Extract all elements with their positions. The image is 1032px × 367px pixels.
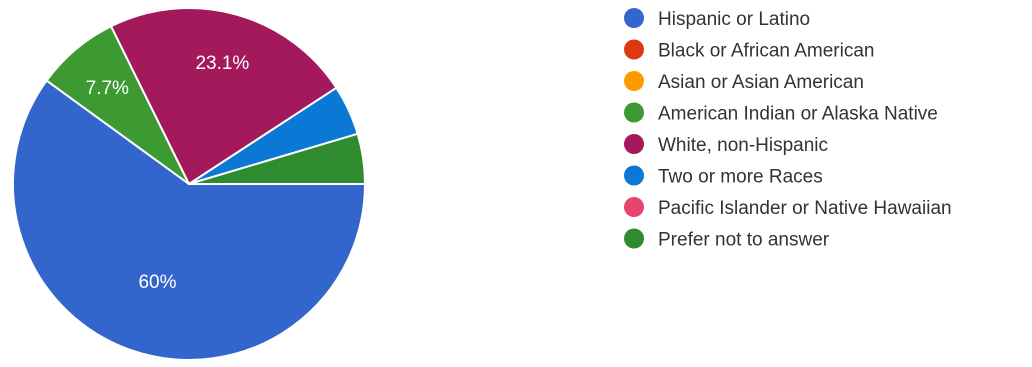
- legend-item: White, non-Hispanic: [624, 134, 828, 156]
- legend-swatch: [624, 165, 644, 186]
- pie-slice-hispanic-or-latino: [12, 79, 367, 361]
- pie-slice-prefer-not-to-answer: [188, 132, 367, 185]
- legend-swatch: [624, 39, 644, 60]
- legend-item: Hispanic or Latino: [624, 8, 810, 30]
- slice-value-label: 23.1%: [195, 53, 249, 74]
- legend-swatch: [624, 228, 644, 249]
- pie-slices: [12, 7, 367, 361]
- legend-item: Asian or Asian American: [624, 71, 864, 93]
- legend-item: Prefer not to answer: [624, 228, 830, 251]
- legend-item: Black or African American: [624, 39, 874, 62]
- legend-label: Black or African American: [658, 41, 874, 62]
- legend-label: Pacific Islander or Native Hawaiian: [658, 198, 952, 219]
- legend-item: American Indian or Alaska Native: [624, 102, 938, 125]
- legend-swatch: [624, 102, 644, 123]
- pie-slice-labels: 60% 7.7% 23.1%: [86, 53, 250, 293]
- pie-slice-white-non-hispanic: [109, 7, 338, 186]
- legend-swatch: [624, 8, 644, 28]
- legend-swatch: [624, 134, 644, 154]
- legend-item: Pacific Islander or Native Hawaiian: [624, 197, 952, 219]
- slice-value-label: 7.7%: [86, 78, 129, 99]
- legend-swatch: [624, 197, 644, 217]
- legend-item: Two or more Races: [624, 165, 823, 188]
- legend-label: Hispanic or Latino: [658, 9, 810, 30]
- legend-label: White, non-Hispanic: [658, 135, 828, 156]
- legend: Hispanic or Latino Black or African Ameri…: [624, 8, 952, 251]
- legend-label: Two or more Races: [658, 167, 823, 188]
- legend-label: American Indian or Alaska Native: [658, 104, 938, 125]
- slice-value-label: 60%: [138, 272, 176, 293]
- legend-swatch: [624, 71, 644, 91]
- legend-label: Asian or Asian American: [658, 72, 864, 93]
- legend-label: Prefer not to answer: [658, 230, 830, 251]
